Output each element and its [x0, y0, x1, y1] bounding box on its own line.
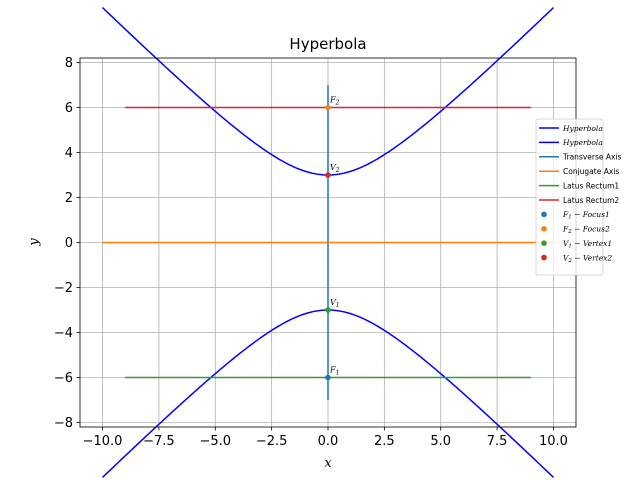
x-tick-label: −7.5 — [143, 434, 175, 449]
legend-marker-swatch — [541, 226, 547, 232]
chart-title: Hyperbola — [289, 35, 366, 53]
point-label: F1 — [329, 366, 339, 377]
legend-entry: Latus Rectum2 — [563, 196, 619, 205]
legend-entry: Conjugate Axis — [563, 167, 619, 176]
legend-entry: F2 − Focus2 — [562, 225, 610, 236]
legend-box — [535, 118, 604, 276]
legend-entry: V1 − Vertex1 — [563, 239, 612, 250]
legend-entry: Hyperbola — [562, 124, 603, 133]
legend-entry: Transverse Axis — [562, 153, 622, 162]
plot-points: F1 F2 V1 V2 — [325, 96, 340, 381]
y-tick-label: −4 — [54, 326, 73, 341]
x-tick-label: 7.5 — [487, 434, 508, 449]
y-axis-ticks: −8 −6 −4 −2 0 2 4 6 8 — [54, 56, 80, 431]
y-tick-label: 6 — [65, 101, 73, 116]
legend-marker-swatch — [541, 211, 547, 218]
y-tick-label: 8 — [65, 56, 73, 71]
point-v1 — [325, 307, 331, 313]
legend: Hyperbola Hyperbola Transverse Axis Conjuga… — [535, 118, 622, 276]
y-tick-label: 0 — [65, 236, 73, 251]
point-f1 — [325, 374, 331, 381]
y-tick-label: −6 — [54, 371, 73, 386]
point-label: V1 — [330, 298, 340, 309]
legend-entry: Latus Rectum1 — [563, 181, 619, 190]
x-tick-label: 0.0 — [318, 434, 339, 449]
point-label: V2 — [330, 163, 340, 174]
x-tick-label: 10.0 — [539, 434, 568, 449]
x-tick-label: −5.0 — [199, 434, 231, 449]
legend-marker-swatch — [541, 240, 547, 246]
legend-entry: F1 − Focus1 — [562, 210, 610, 221]
legend-entry: V2 − Vertex2 — [563, 253, 612, 264]
x-axis-label: x — [324, 456, 332, 471]
legend-entry: Hyperbola — [562, 138, 603, 147]
point-label: F2 — [329, 96, 340, 107]
y-tick-label: 2 — [65, 191, 73, 206]
y-tick-label: −8 — [54, 416, 73, 431]
point-f2 — [325, 104, 331, 111]
x-tick-label: 5.0 — [430, 434, 451, 449]
x-tick-label: 2.5 — [374, 434, 395, 449]
point-v2 — [325, 172, 331, 178]
y-axis-label: y — [27, 238, 42, 247]
x-tick-label: −2.5 — [256, 434, 288, 449]
legend-marker-swatch — [541, 254, 547, 261]
y-tick-label: −2 — [54, 281, 73, 296]
x-axis-ticks: −10.0 −7.5 −5.0 −2.5 0.0 2.5 5.0 7.5 10.0 — [83, 427, 568, 449]
y-tick-label: 4 — [65, 146, 73, 161]
x-tick-label: −10.0 — [83, 434, 123, 449]
